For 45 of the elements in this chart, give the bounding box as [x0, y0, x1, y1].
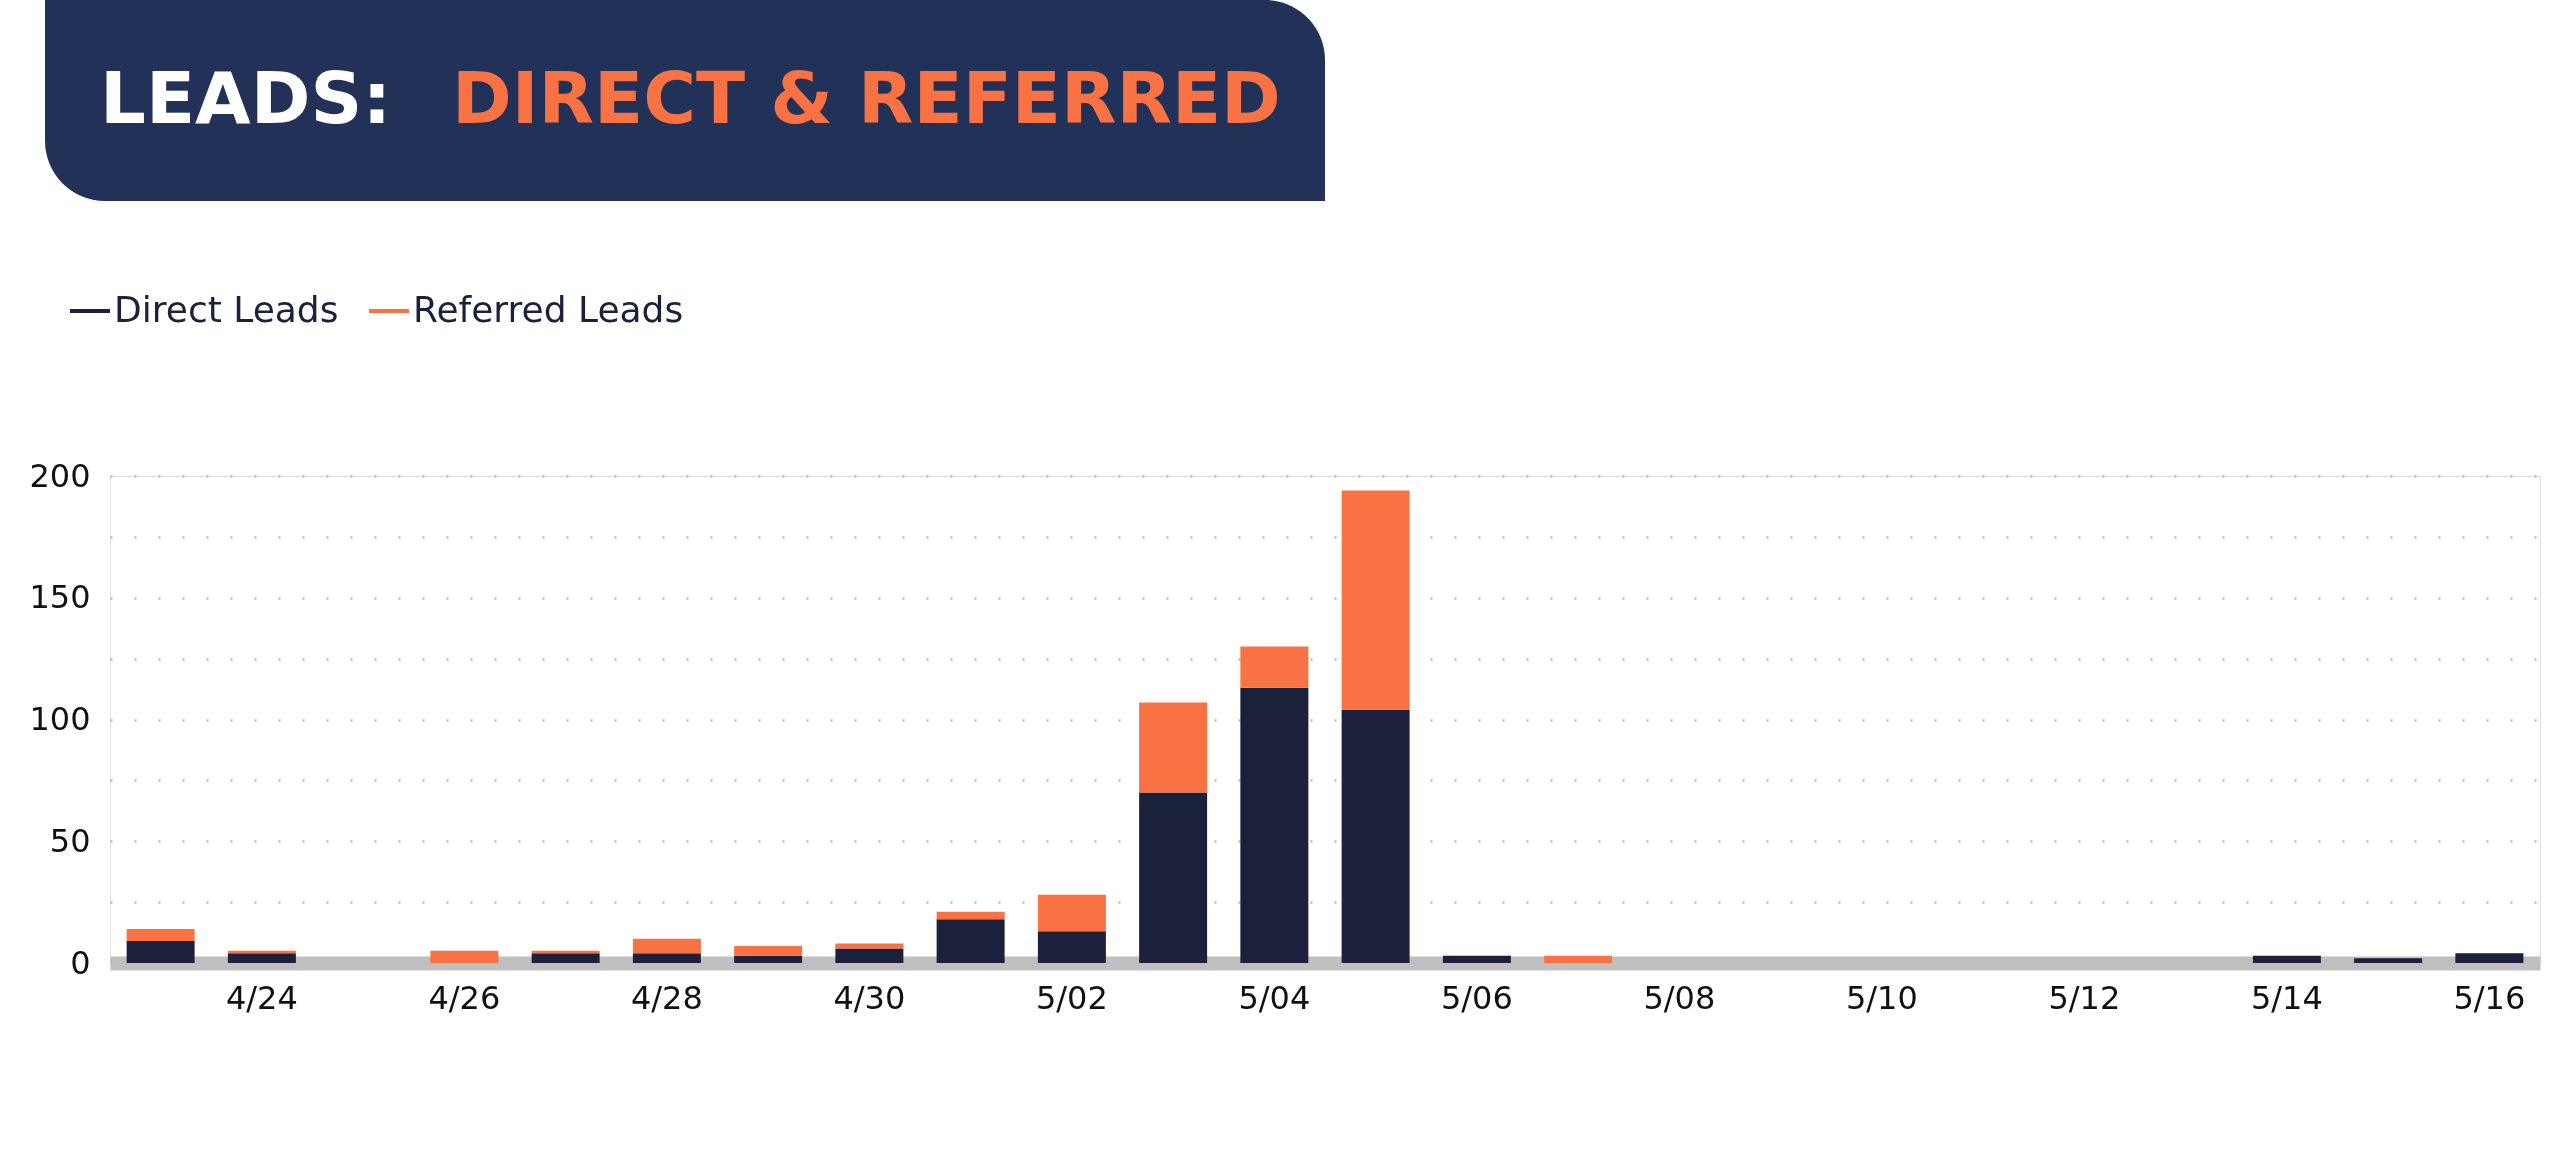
bar [2354, 958, 2423, 963]
x-tick-label: 5/10 [1845, 978, 1918, 1017]
x-tick-label: 4/24 [225, 978, 298, 1017]
bar [734, 945, 803, 956]
bar [1544, 955, 1613, 963]
bar [1341, 490, 1410, 710]
x-tick-label: 5/08 [1643, 978, 1716, 1017]
legend-label: Direct Leads [114, 289, 339, 330]
x-tick-label: 4/30 [833, 978, 906, 1017]
x-tick-label: 5/02 [1035, 978, 1108, 1017]
bar [1037, 931, 1106, 963]
bar [126, 941, 195, 963]
chart-title: LEADS: DIRECT & REFERRED [100, 56, 1281, 140]
bar [936, 919, 1005, 963]
bar [632, 953, 701, 963]
y-tick-label: 150 [29, 578, 91, 617]
bar [531, 953, 600, 963]
x-tick-label: 4/28 [630, 978, 703, 1017]
bar [1139, 702, 1208, 793]
y-tick-label: 200 [29, 456, 91, 495]
bar [1442, 955, 1511, 963]
x-tick-label: 5/04 [1238, 978, 1311, 1017]
bar [2252, 955, 2321, 963]
y-tick-label: 0 [70, 943, 91, 982]
bar [430, 950, 499, 963]
bar [936, 911, 1005, 920]
bar [1341, 709, 1410, 963]
x-tick-label: 5/12 [2048, 978, 2121, 1017]
y-tick-label: 50 [49, 821, 91, 860]
bar [1037, 894, 1106, 932]
bar [126, 928, 195, 942]
bar [835, 948, 904, 963]
bar [227, 953, 296, 963]
y-tick-label: 100 [29, 700, 91, 738]
bar [2455, 953, 2524, 963]
bar [1240, 646, 1309, 688]
bar [632, 938, 701, 954]
bar [1139, 792, 1208, 963]
x-tick-label: 4/26 [428, 978, 501, 1017]
bar [734, 955, 803, 963]
legend-label: Referred Leads [413, 289, 684, 330]
x-tick-label: 5/16 [2453, 978, 2526, 1017]
x-tick-label: 5/06 [1440, 978, 1513, 1017]
bar [1240, 687, 1309, 963]
x-tick-label: 5/14 [2250, 978, 2323, 1017]
